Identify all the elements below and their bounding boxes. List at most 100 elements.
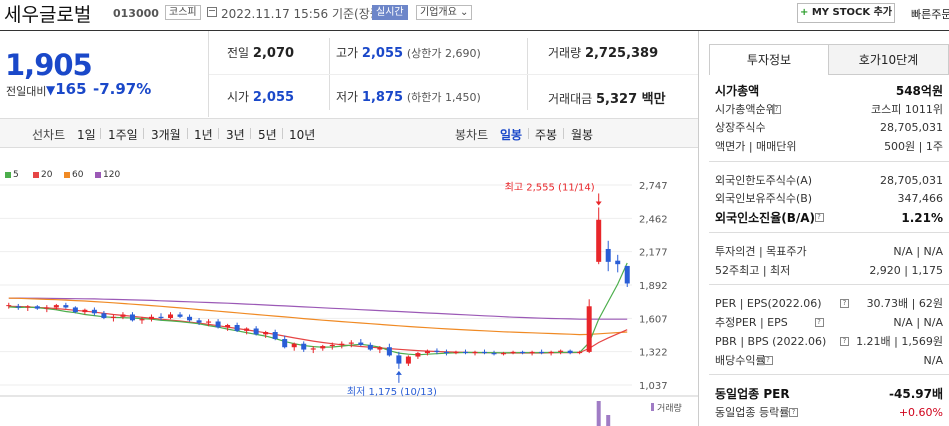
info-row: 외국인한도주식수(A) 28,705,031 bbox=[715, 172, 943, 190]
help-icon[interactable]: ? bbox=[772, 105, 781, 114]
candle-body bbox=[291, 343, 297, 348]
chevron-down-icon: ⌄ bbox=[460, 7, 469, 18]
info-label: 동일업종 PER bbox=[715, 387, 790, 401]
volume-label: 거래량 bbox=[657, 402, 682, 414]
info-row: 시가총액순위? 코스피 1011위 bbox=[715, 101, 943, 119]
candle-daily[interactable]: 일봉 bbox=[500, 128, 523, 142]
quick-order-link[interactable]: 빠른주문 bbox=[911, 8, 949, 21]
tab-orderbook[interactable]: 호가10단계 bbox=[828, 44, 949, 75]
upper-limit: (상한가 2,690) bbox=[406, 47, 481, 60]
prev-close-label: 전일 bbox=[227, 46, 250, 60]
moving-average-ma120 bbox=[8, 297, 628, 320]
legend-ma5: 5 bbox=[5, 170, 19, 180]
period-1w[interactable]: 1주일 bbox=[108, 128, 138, 142]
candle-body bbox=[624, 265, 630, 284]
divider bbox=[209, 74, 698, 75]
legend-ma60: 60 bbox=[64, 170, 83, 180]
candle-body bbox=[110, 316, 116, 318]
period-3m[interactable]: 3개월 bbox=[151, 128, 181, 142]
section-divider bbox=[709, 161, 949, 162]
help-icon[interactable]: ? bbox=[789, 408, 798, 417]
company-info-button[interactable]: 기업개요 ⌄ bbox=[416, 5, 473, 20]
candle-chart-label: 봉차트 bbox=[455, 128, 489, 142]
candle-body bbox=[377, 347, 383, 350]
info-label: PER | EPS(2022.06) bbox=[715, 297, 822, 310]
candle-body bbox=[596, 219, 602, 262]
realtime-button[interactable]: 실시간 bbox=[372, 5, 408, 20]
period-5y[interactable]: 5년 bbox=[258, 128, 277, 142]
candle-body bbox=[520, 351, 526, 354]
candle-body bbox=[348, 342, 354, 344]
open-value: 2,055 bbox=[252, 90, 295, 105]
candle-body bbox=[25, 306, 31, 308]
info-value: -45.97배 bbox=[889, 387, 943, 401]
candle-body bbox=[263, 332, 269, 335]
info-row: 외국인소진율(B/A)? 1.21% bbox=[715, 209, 943, 227]
period-3y[interactable]: 3년 bbox=[226, 128, 245, 142]
help-icon[interactable]: ? bbox=[840, 337, 849, 346]
candle-body bbox=[462, 351, 468, 354]
candle-body bbox=[187, 316, 193, 321]
info-row: 동일업종 PER -45.97배 bbox=[715, 385, 943, 403]
y-tick-label: 1,322 bbox=[639, 348, 668, 359]
current-price: 1,905 bbox=[5, 48, 93, 82]
info-row: 배당수익률? N/A bbox=[715, 352, 943, 370]
candle-body bbox=[244, 328, 250, 331]
y-tick-label: 2,462 bbox=[639, 214, 668, 225]
tab-invest-info[interactable]: 투자정보 bbox=[709, 44, 829, 75]
low-annotation: 최저 1,175 (10/13) bbox=[347, 386, 437, 398]
candle-body bbox=[424, 350, 430, 354]
period-10y[interactable]: 10년 bbox=[289, 128, 316, 142]
high-arrow-head bbox=[595, 201, 602, 206]
candle-body bbox=[196, 320, 202, 323]
candle-body bbox=[34, 306, 40, 309]
info-value: 548억원 bbox=[895, 84, 943, 98]
candle-body bbox=[6, 305, 12, 307]
help-icon[interactable]: ? bbox=[814, 318, 824, 327]
price-chart[interactable]: 2,747 2,462 2,177 1,892 1,607 1,322 1,037 최고 2,… bbox=[0, 151, 698, 426]
info-value: N/A | N/A bbox=[893, 245, 943, 258]
candle-body bbox=[177, 314, 183, 317]
candle-body bbox=[482, 351, 488, 354]
add-mystock-button[interactable]: + MY STOCK 추가 bbox=[797, 3, 895, 23]
candle-weekly[interactable]: 주봉 bbox=[535, 128, 558, 142]
legend-ma20: 20 bbox=[33, 170, 52, 180]
separator bbox=[218, 128, 219, 139]
candle-monthly[interactable]: 월봉 bbox=[571, 128, 594, 142]
candle-body bbox=[386, 347, 392, 356]
candle-body bbox=[358, 342, 364, 345]
datetime-text: 2022.11.17 15:56 기준(장중) bbox=[221, 5, 385, 22]
candle-body bbox=[339, 343, 345, 345]
candle-body bbox=[158, 316, 164, 318]
info-value: 1.21% bbox=[901, 211, 943, 225]
datetime-value: 2022.11.17 15:56 bbox=[221, 7, 329, 21]
open-price: 시가 2,055 bbox=[227, 88, 294, 105]
candle-body bbox=[82, 309, 88, 313]
help-icon[interactable]: ? bbox=[840, 299, 849, 308]
candle-body bbox=[577, 351, 583, 354]
info-value: N/A | N/A bbox=[893, 316, 943, 329]
volume-legend-swatch bbox=[651, 403, 654, 411]
candle-body bbox=[605, 248, 611, 262]
info-value: 500원 | 1주 bbox=[884, 140, 943, 153]
info-row: 추정PER | EPS? N/A | N/A bbox=[715, 314, 943, 332]
separator bbox=[100, 128, 101, 139]
info-row: 52주최고 | 최저 2,920 | 1,175 bbox=[715, 262, 943, 280]
candle-body bbox=[415, 353, 421, 357]
info-label: 배당수익률 bbox=[715, 354, 766, 367]
legend-swatch bbox=[64, 171, 70, 178]
help-icon[interactable]: ? bbox=[763, 356, 773, 365]
separator bbox=[143, 128, 144, 139]
period-1y[interactable]: 1년 bbox=[194, 128, 213, 142]
panel-divider bbox=[698, 31, 699, 426]
prev-close: 전일 2,070 bbox=[227, 44, 294, 61]
info-row: PER | EPS(2022.06)? 30.73배 | 62원 bbox=[715, 295, 943, 313]
candle-body bbox=[282, 339, 288, 348]
period-1d[interactable]: 1일 bbox=[77, 128, 96, 142]
info-value: 347,466 bbox=[897, 192, 944, 205]
help-icon[interactable]: ? bbox=[814, 213, 824, 222]
candle-body bbox=[101, 313, 107, 318]
high-annotation: 최고 2,555 (11/14) bbox=[505, 181, 595, 193]
volume-value: 2,725,389 bbox=[584, 46, 659, 61]
section-divider bbox=[709, 374, 949, 375]
